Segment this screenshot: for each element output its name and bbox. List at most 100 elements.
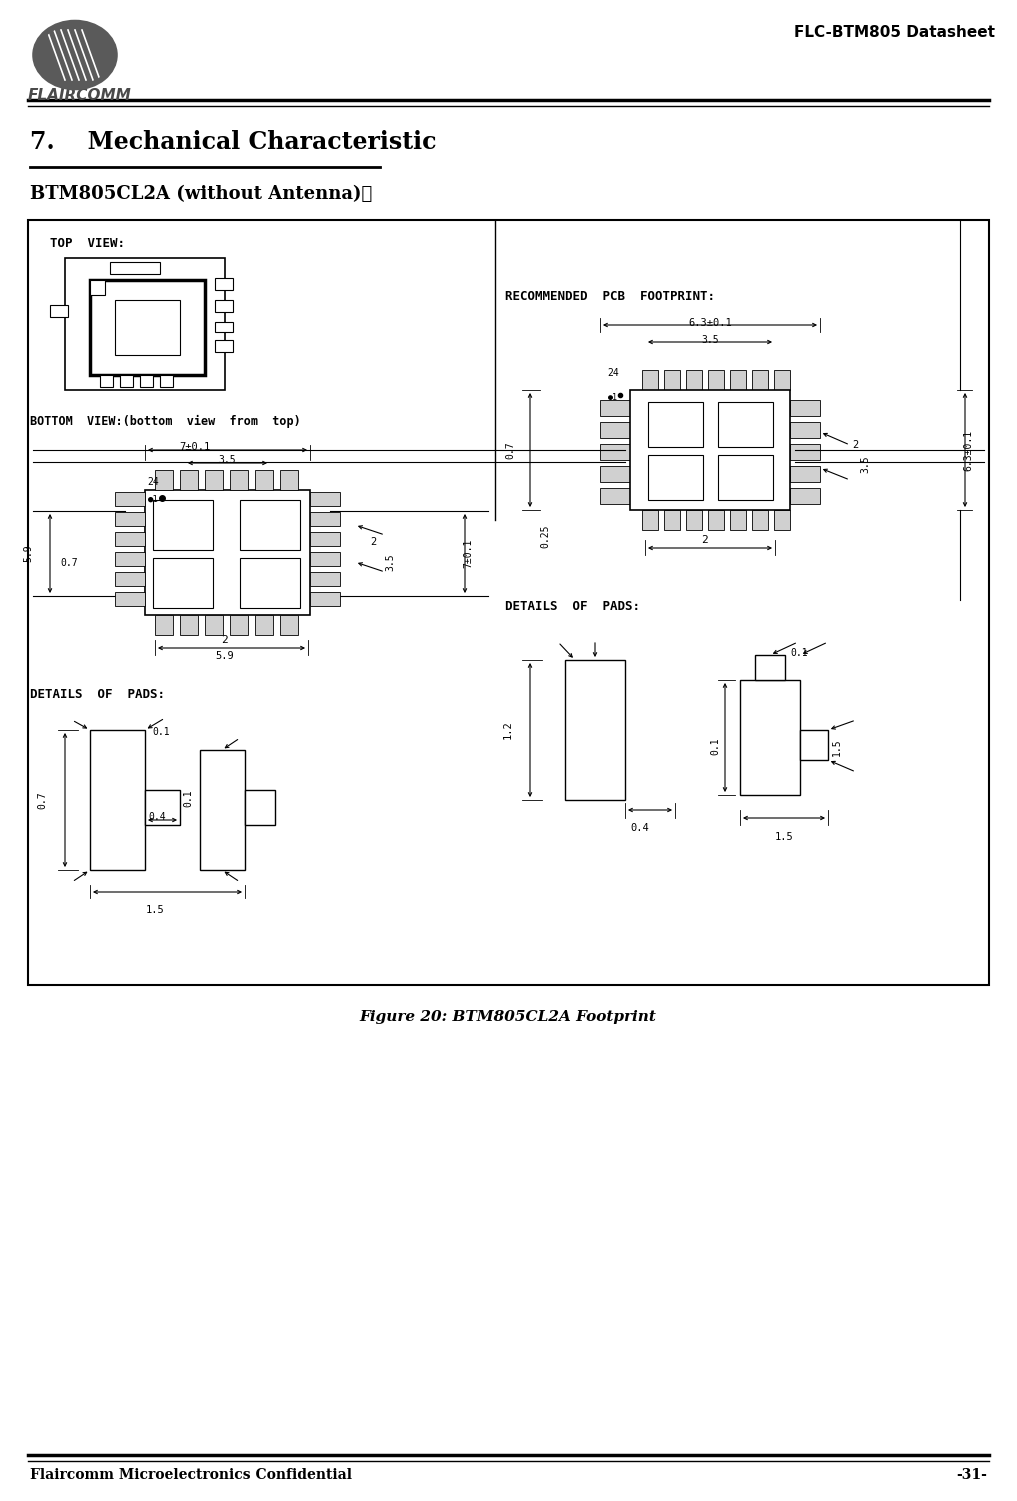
Bar	[642, 371, 658, 390]
Bar	[310, 552, 340, 566]
Bar	[730, 510, 746, 530]
Bar	[230, 470, 248, 489]
Bar	[240, 500, 300, 549]
Bar	[600, 399, 630, 416]
Text: 0.7: 0.7	[60, 558, 77, 567]
Bar	[642, 510, 658, 530]
Text: Flaircomm Microelectronics Confidential: Flaircomm Microelectronics Confidential	[29, 1468, 352, 1481]
Text: 0.1: 0.1	[183, 790, 193, 806]
Bar	[215, 341, 233, 353]
Text: 0.4: 0.4	[631, 823, 650, 833]
Bar	[115, 531, 145, 546]
Bar	[600, 465, 630, 482]
Bar	[310, 572, 340, 585]
Bar	[686, 371, 702, 390]
Text: 7±0.1: 7±0.1	[179, 441, 211, 452]
Bar	[153, 500, 213, 549]
Bar	[145, 790, 180, 826]
Bar	[280, 470, 298, 489]
Bar	[708, 510, 724, 530]
Text: 1.5: 1.5	[775, 832, 793, 842]
Bar	[205, 615, 223, 635]
Bar	[115, 591, 145, 606]
Bar	[730, 371, 746, 390]
Text: 0.4: 0.4	[148, 812, 166, 823]
Bar	[89, 281, 205, 375]
Bar	[600, 488, 630, 504]
Text: ●1: ●1	[148, 495, 159, 504]
Bar	[800, 729, 828, 760]
Text: BOTTOM  VIEW:(bottom  view  from  top): BOTTOM VIEW:(bottom view from top)	[29, 414, 301, 428]
Text: 2: 2	[221, 635, 228, 645]
Text: 3.5: 3.5	[701, 335, 719, 345]
Text: 3.5: 3.5	[860, 455, 870, 473]
Bar	[648, 402, 703, 447]
Text: DETAILS  OF  PADS:: DETAILS OF PADS:	[29, 687, 165, 701]
Bar	[28, 221, 989, 985]
Bar	[89, 729, 145, 871]
Bar	[140, 375, 153, 387]
Bar	[310, 531, 340, 546]
Bar	[120, 375, 133, 387]
Text: 6.3±0.1: 6.3±0.1	[689, 318, 732, 329]
Bar	[708, 371, 724, 390]
Bar	[115, 572, 145, 585]
Text: TOP  VIEW:: TOP VIEW:	[50, 237, 125, 251]
Bar	[310, 492, 340, 506]
Bar	[790, 444, 820, 459]
Text: 0.1: 0.1	[152, 726, 170, 737]
Bar	[230, 615, 248, 635]
Text: BTM805CL2A (without Antenna)：: BTM805CL2A (without Antenna)：	[29, 185, 372, 203]
Bar	[115, 300, 180, 356]
Bar	[664, 371, 680, 390]
Bar	[115, 552, 145, 566]
Text: 2: 2	[852, 440, 858, 450]
Bar	[215, 278, 233, 290]
Bar	[155, 470, 173, 489]
Bar	[115, 492, 145, 506]
Bar	[145, 489, 310, 615]
Bar	[255, 615, 273, 635]
Text: 3.5: 3.5	[385, 552, 395, 570]
Bar	[310, 591, 340, 606]
Text: FLC-BTM805 Datasheet: FLC-BTM805 Datasheet	[794, 26, 995, 41]
Bar	[50, 305, 68, 317]
Bar	[153, 558, 213, 608]
Bar	[630, 390, 790, 510]
Text: 0.7: 0.7	[505, 441, 515, 459]
Text: 5.9: 5.9	[216, 651, 234, 660]
Bar	[215, 323, 233, 332]
Bar	[180, 615, 198, 635]
Text: DETAILS  OF  PADS:: DETAILS OF PADS:	[505, 600, 640, 612]
Text: 0.25: 0.25	[540, 525, 550, 548]
Bar	[115, 512, 145, 525]
Bar	[160, 375, 173, 387]
Text: 1.5: 1.5	[145, 905, 165, 916]
Text: ●1: ●1	[608, 393, 618, 402]
Bar	[752, 510, 768, 530]
Bar	[245, 790, 275, 826]
Bar	[664, 510, 680, 530]
Text: 5.9: 5.9	[23, 545, 33, 561]
Bar	[255, 470, 273, 489]
Bar	[180, 470, 198, 489]
Bar	[740, 680, 800, 796]
Bar	[718, 455, 773, 500]
Bar	[65, 258, 225, 390]
Bar	[600, 422, 630, 438]
Bar	[110, 263, 160, 275]
Text: FLAIRCOMM: FLAIRCOMM	[28, 89, 132, 104]
Bar	[752, 371, 768, 390]
Text: 7.    Mechanical Characteristic: 7. Mechanical Characteristic	[29, 131, 436, 155]
Bar	[200, 750, 245, 871]
Text: 24: 24	[607, 368, 618, 378]
Bar	[790, 399, 820, 416]
Bar	[718, 402, 773, 447]
Bar	[686, 510, 702, 530]
Text: Figure 20: BTM805CL2A Footprint: Figure 20: BTM805CL2A Footprint	[360, 1010, 656, 1024]
Bar	[790, 422, 820, 438]
Bar	[648, 455, 703, 500]
Text: 0.1: 0.1	[710, 737, 720, 755]
Bar	[790, 465, 820, 482]
Bar	[280, 615, 298, 635]
